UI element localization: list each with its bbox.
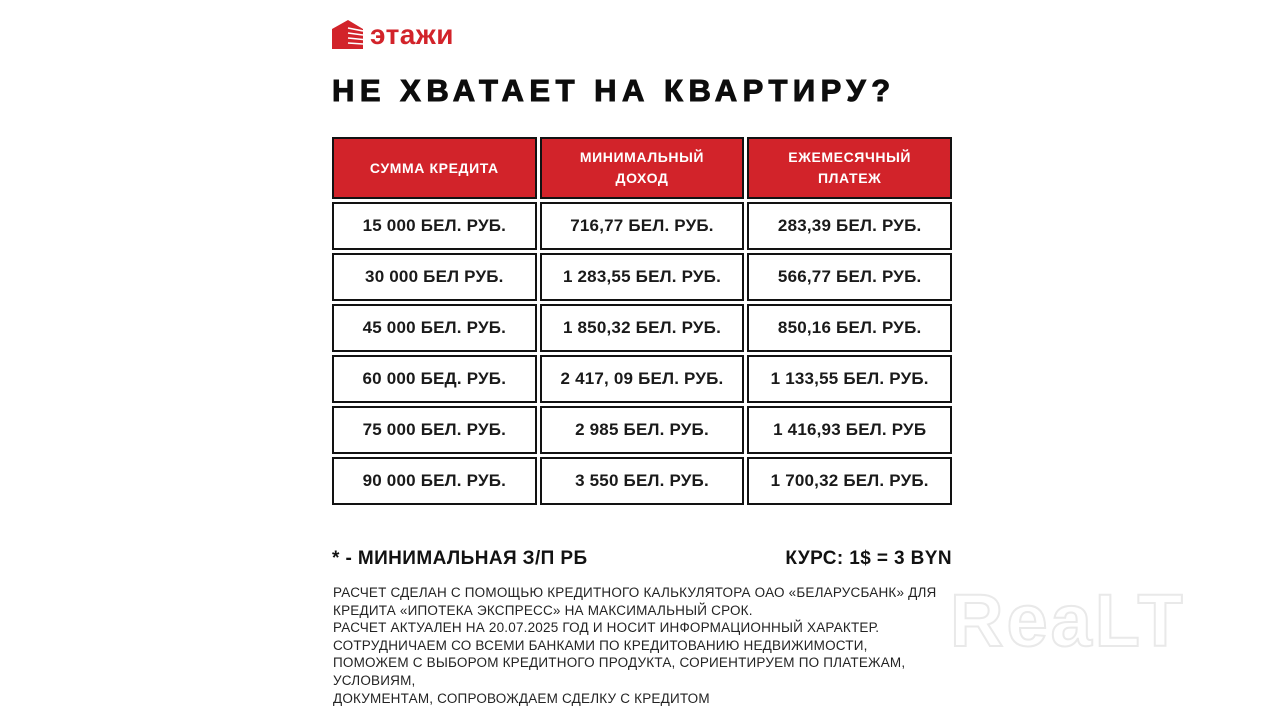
building-icon [332, 19, 363, 49]
disclaimer-line: ПОМОЖЕМ С ВЫБОРОМ КРЕДИТНОГО ПРОДУКТА, С… [333, 655, 906, 671]
brand-logo: этажи [332, 19, 454, 49]
table-cell: 1 283,55 БЕЛ. РУБ. [539, 253, 745, 301]
table-cell: 3 550 БЕЛ. РУБ. [539, 457, 745, 505]
disclaimer-line: КРЕДИТА «ИПОТЕКА ЭКСПРЕСС» НА МАКСИМАЛЬН… [333, 602, 753, 618]
footnote-exchange-rate: КУРС: 1$ = 3 BYN [785, 548, 952, 569]
disclaimer: РАСЧЕТ СДЕЛАН С ПОМОЩЬЮ КРЕДИТНОГО КАЛЬК… [333, 584, 973, 707]
table-cell: 1 133,55 БЕЛ. РУБ. [747, 355, 952, 403]
table-header-monthly-payment: ЕЖЕМЕСЯЧНЫЙ ПЛАТЕЖ [747, 137, 952, 199]
disclaimer-line: УСЛОВИЯМ, [333, 672, 416, 688]
disclaimer-line: СОТРУДНИЧАЕМ СО ВСЕМИ БАНКАМИ ПО КРЕДИТО… [333, 637, 868, 653]
table-cell: 566,77 БЕЛ. РУБ. [747, 253, 952, 301]
table-cell: 1 850,32 БЕЛ. РУБ. [539, 304, 745, 352]
table-cell: 45 000 БЕЛ. РУБ. [332, 304, 537, 352]
footnote-row: * - МИНИМАЛЬНАЯ З/П РБ КУРС: 1$ = 3 BYN [332, 548, 952, 570]
table-cell: 75 000 БЕЛ. РУБ. [332, 406, 537, 454]
footnote-min-salary: * - МИНИМАЛЬНАЯ З/П РБ [332, 548, 588, 569]
credit-table: СУММА КРЕДИТА МИНИМАЛЬНЫЙ ДОХОД ЕЖЕМЕСЯЧ… [332, 137, 952, 505]
realt-watermark: ReaLT [949, 579, 1186, 662]
table-header-credit-sum: СУММА КРЕДИТА [332, 137, 537, 199]
table-cell: 60 000 БЕД. РУБ. [332, 355, 537, 403]
table-cell: 30 000 БЕЛ РУБ. [332, 253, 537, 301]
table-cell: 283,39 БЕЛ. РУБ. [747, 202, 952, 250]
table-cell: 15 000 БЕЛ. РУБ. [332, 202, 537, 250]
table-cell: 2 417, 09 БЕЛ. РУБ. [539, 355, 745, 403]
table-cell: 2 985 БЕЛ. РУБ. [539, 406, 745, 454]
disclaimer-line: РАСЧЕТ АКТУАЛЕН НА 20.07.2025 ГОД И НОСИ… [333, 620, 880, 636]
brand-name: этажи [370, 19, 454, 50]
table-cell: 850,16 БЕЛ. РУБ. [747, 304, 952, 352]
table-cell: 1 416,93 БЕЛ. РУБ [747, 406, 952, 454]
disclaimer-line: РАСЧЕТ СДЕЛАН С ПОМОЩЬЮ КРЕДИТНОГО КАЛЬК… [333, 585, 937, 600]
disclaimer-line: ДОКУМЕНТАМ, СОПРОВОЖДАЕМ СДЕЛКУ С КРЕДИТ… [333, 690, 710, 706]
table-header-min-income: МИНИМАЛЬНЫЙ ДОХОД [539, 137, 745, 199]
table-cell: 716,77 БЕЛ. РУБ. [539, 202, 745, 250]
table-cell: 90 000 БЕЛ. РУБ. [332, 457, 537, 505]
page-title: НЕ ХВАТАЕТ НА КВАРТИРУ? [332, 73, 896, 109]
table-cell: 1 700,32 БЕЛ. РУБ. [747, 457, 952, 505]
